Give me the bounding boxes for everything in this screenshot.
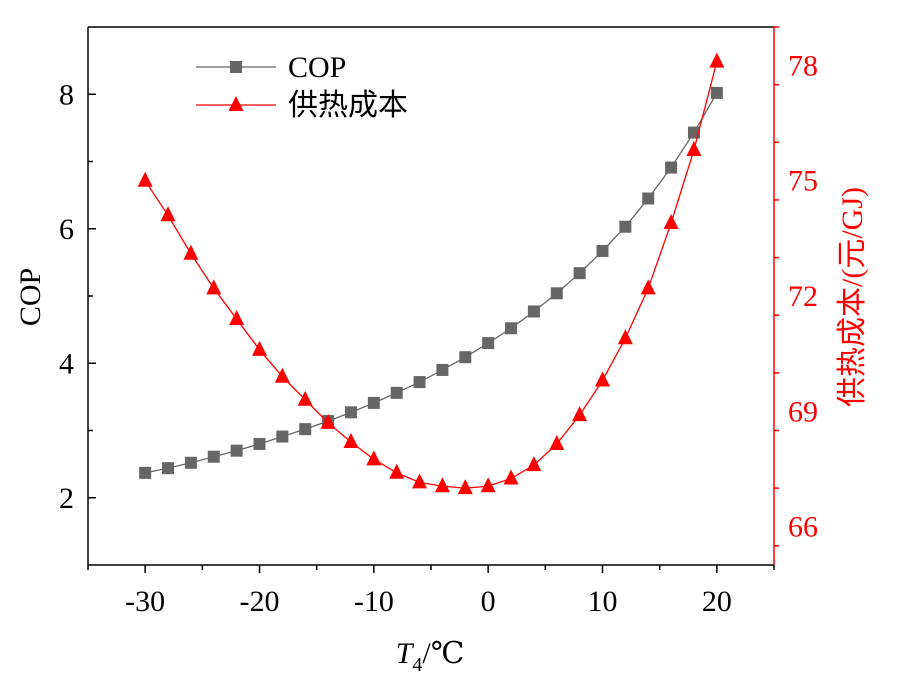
cop-point [459,351,472,364]
cost-series [137,52,725,495]
legend: COP 供热成本 [196,51,408,122]
right-y-axis-ticks: 66 69 72 75 78 [774,26,818,547]
cop-point [665,161,678,174]
cop-point [436,363,449,376]
cost-point [320,413,336,429]
cost-point [343,433,359,449]
cop-series-line [145,92,718,474]
x-tick-label: 0 [481,585,496,618]
cop-point [482,337,495,350]
left-y-axis-title: COP [14,268,47,326]
cop-point [139,466,152,479]
cost-point [137,171,153,187]
cost-point [640,279,656,295]
left-y-axis-ticks: 2 4 6 8 [59,78,96,515]
cost-point [572,406,588,422]
left-tick-label: 2 [59,482,74,515]
cost-point [549,434,565,450]
cop-point [184,456,197,469]
cop-point [505,322,518,335]
x-tick-label: -30 [125,585,165,618]
cop-point [550,287,563,300]
cost-point [297,390,313,406]
cost-point [389,463,405,479]
x-tick-label: -20 [240,585,280,618]
legend-marker [228,96,244,111]
legend-label: COP [288,51,346,84]
right-tick-label: 75 [788,165,818,198]
cop-point [253,437,266,450]
cost-point [663,213,679,229]
cost-point [434,477,450,493]
right-tick-label: 78 [788,49,818,82]
cost-point [274,367,290,383]
cost-point [252,340,267,356]
cost-point [526,456,542,472]
cop-point [162,462,175,475]
left-tick-label: 8 [59,78,74,111]
cost-point [709,52,725,68]
left-tick-label: 6 [59,213,74,246]
cost-point [183,244,199,260]
legend-marker [230,61,242,73]
cop-point [573,267,586,280]
series-layer [137,52,725,495]
x-tick-label: 20 [702,585,732,618]
cost-point [480,477,496,493]
cop-point [527,305,540,318]
cost-point [617,329,633,345]
x-axis-ticks: -30 -20 -10 0 10 20 [87,565,775,618]
cop-point [367,396,380,409]
x-tick-label: 10 [588,585,618,618]
cop-point [299,423,312,436]
cost-point [160,206,176,222]
cop-point [619,220,632,233]
cost-point [503,469,519,485]
cost-point [206,279,222,295]
cost-point [457,479,473,495]
legend-label: 供热成本 [288,89,408,122]
cop-point [413,376,426,389]
x-axis-title: T4/℃ [396,637,465,676]
right-y-axis-title: 供热成本/(元/GJ) [836,187,869,407]
left-tick-label: 4 [59,347,74,380]
cost-point [229,310,245,326]
cop-point [230,444,243,457]
cost-point [686,140,702,156]
cop-point [687,126,700,139]
cop-point [596,244,609,257]
cop-point [710,86,723,99]
right-tick-label: 69 [788,395,818,428]
right-tick-label: 72 [788,280,818,313]
cop-point [390,386,403,399]
cop-point [344,406,357,419]
cop-point [642,192,655,205]
cost-point [366,450,382,466]
right-tick-label: 66 [788,511,818,544]
cost-series-line [144,61,718,489]
cost-point [412,473,428,489]
cop-point [276,430,289,443]
x-tick-label: -10 [354,585,394,618]
cop-point [207,450,220,463]
cost-point [595,371,610,387]
cop-series [139,86,723,479]
